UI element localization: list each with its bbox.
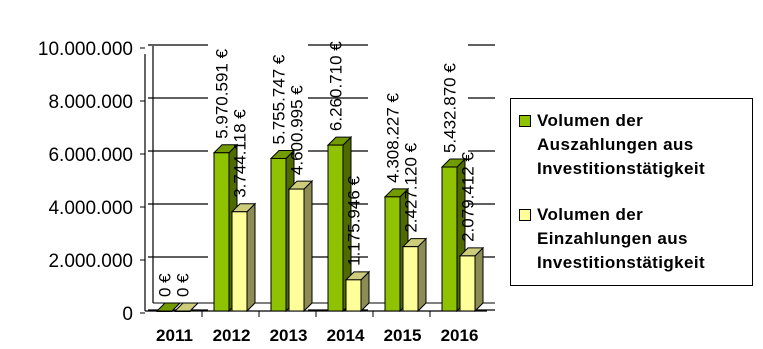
bar-auszahlungen-2016 — [441, 166, 458, 312]
x-tick-label-2014: 2014 — [327, 326, 365, 345]
bar-einzahlungen-2015-label: 2.427.120 € — [402, 142, 421, 232]
x-tick-label-2015: 2015 — [384, 326, 422, 345]
legend-swatch-auszahlungen — [519, 115, 531, 127]
bar-auszahlungen-2011 — [156, 310, 173, 312]
y-tick-label-3: 6.000.000 — [48, 145, 133, 166]
bar-auszahlungen-2011-label: 0 € — [156, 273, 175, 297]
bar-einzahlungen-2015-side — [417, 237, 427, 313]
bar-einzahlungen-2012-side — [246, 202, 256, 313]
bar-einzahlungen-2013-label: 4.600.995 € — [288, 85, 307, 175]
bar-auszahlungen-2012-label: 5.970.591 € — [213, 48, 232, 138]
bar-einzahlungen-2014 — [345, 279, 362, 312]
bar-einzahlungen-2013-side — [303, 179, 313, 313]
legend-label-einzahlungen: Volumen der Einzahlungen aus Investition… — [537, 205, 706, 272]
bar-einzahlungen-2016-side — [474, 246, 484, 313]
x-tick-label-2011: 2011 — [156, 326, 193, 345]
bar-auszahlungen-2012 — [213, 152, 230, 312]
bar-einzahlungen-2012-label: 3.744.118 € — [231, 109, 250, 198]
bar-auszahlungen-2014 — [327, 144, 344, 312]
x-tick-label-2013: 2013 — [270, 326, 308, 345]
bar-einzahlungen-2013 — [288, 188, 305, 312]
bar-auszahlungen-2014-label: 6.260.710 € — [327, 41, 346, 131]
y-tick-label-1: 2.000.000 — [48, 251, 133, 272]
bar-auszahlungen-2016-label: 5.432.870 € — [441, 63, 460, 153]
bar-einzahlungen-2012 — [231, 211, 248, 312]
x-tick-label-2016: 2016 — [441, 326, 479, 345]
legend-item-auszahlungen: Volumen der Auszahlungen aus Investition… — [519, 109, 705, 181]
bar-einzahlungen-2016 — [459, 255, 476, 312]
bar-auszahlungen-2015-label: 4.308.227 € — [384, 92, 403, 182]
y-tick-label-2: 4.000.000 — [48, 198, 133, 219]
y-tick-label-5: 10.000.000 — [38, 39, 133, 60]
legend-item-einzahlungen: Volumen der Einzahlungen aus Investition… — [519, 203, 705, 275]
chart-legend: Volumen der Auszahlungen aus Investition… — [510, 98, 753, 286]
bar-einzahlungen-2011-label: 0 € — [174, 273, 193, 297]
legend-label-auszahlungen: Volumen der Auszahlungen aus Investition… — [537, 111, 706, 178]
y-tick-label-0: 0 — [122, 304, 133, 325]
bar-einzahlungen-2011 — [174, 310, 191, 312]
bar-einzahlungen-2014-label: 1.175.946 € — [345, 175, 364, 265]
bar-auszahlungen-2013 — [270, 157, 287, 312]
bar-auszahlungen-2015 — [384, 196, 401, 312]
bar-einzahlungen-2016-label: 2.079.412 € — [459, 152, 478, 242]
bar-auszahlungen-2013-label: 5.755.747 € — [270, 54, 289, 144]
y-tick-label-4: 8.000.000 — [48, 92, 133, 113]
legend-swatch-einzahlungen — [519, 209, 531, 221]
x-tick-label-2012: 2012 — [213, 326, 251, 345]
bar-einzahlungen-2015 — [402, 246, 419, 312]
